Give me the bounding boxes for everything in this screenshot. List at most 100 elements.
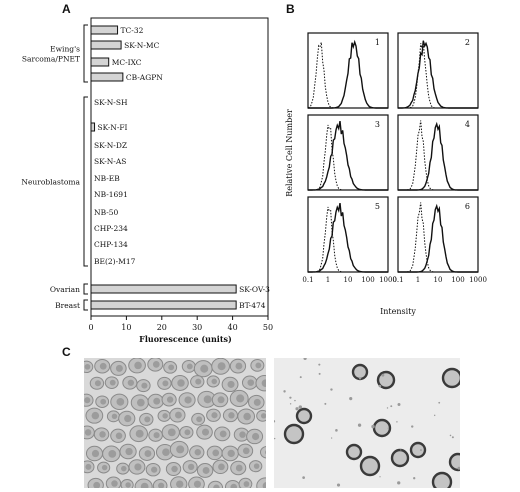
bar-label: MC-IXC bbox=[112, 58, 142, 67]
panel-number: 1 bbox=[375, 38, 380, 47]
plot-frame bbox=[90, 17, 269, 317]
cell-nucleus bbox=[253, 398, 261, 406]
x-axis-label: Fluorescence (units) bbox=[139, 334, 232, 344]
bar-label: SK-N-SH bbox=[94, 98, 128, 107]
cell-nucleus bbox=[84, 397, 91, 404]
cell-nucleus bbox=[116, 397, 125, 406]
bar-label: SK-N-MC bbox=[124, 41, 160, 50]
sample-curve bbox=[398, 121, 478, 191]
bar bbox=[90, 72, 124, 82]
debris bbox=[274, 437, 276, 440]
panel-label-a: A bbox=[62, 2, 71, 16]
cell-nucleus bbox=[115, 432, 123, 440]
histogram-panel bbox=[307, 114, 389, 191]
cell-nucleus bbox=[255, 362, 262, 369]
cell-nucleus bbox=[153, 432, 160, 439]
cell-nucleus bbox=[200, 364, 209, 373]
group-label: Breast bbox=[55, 301, 80, 310]
cell-nucleus bbox=[101, 464, 108, 471]
bar-label: NB-50 bbox=[94, 208, 119, 217]
cell-nucleus bbox=[151, 466, 158, 473]
cell-nucleus bbox=[162, 413, 168, 419]
cell-nucleus bbox=[168, 364, 175, 371]
cell-nucleus bbox=[99, 362, 107, 370]
cell-nucleus bbox=[219, 430, 227, 438]
x-axis-label: Intensity bbox=[380, 307, 416, 316]
bar-label: NB-EB bbox=[94, 174, 120, 183]
cell-nucleus bbox=[111, 480, 118, 487]
panel-number: 6 bbox=[465, 202, 470, 211]
cell-nucleus bbox=[93, 481, 101, 488]
cell-nucleus bbox=[217, 396, 225, 404]
stained-cell bbox=[448, 452, 460, 472]
cell-nucleus bbox=[193, 480, 202, 488]
cell-nucleus bbox=[99, 431, 106, 438]
cell-nucleus bbox=[141, 382, 148, 389]
bar-label: BE(2)-M17 bbox=[94, 257, 136, 266]
bar-label: BT-474 bbox=[239, 301, 266, 310]
bar-label: CB-AGPN bbox=[126, 73, 163, 82]
group-label: Sarcoma/PNET bbox=[22, 55, 80, 64]
cell-nucleus bbox=[91, 449, 100, 458]
cell-nucleus bbox=[177, 379, 185, 387]
debris bbox=[324, 402, 327, 405]
cell-nucleus bbox=[218, 463, 225, 471]
debris bbox=[358, 377, 362, 380]
cell-nucleus bbox=[242, 447, 250, 455]
micrograph-left bbox=[84, 358, 266, 488]
cell-nucleus bbox=[243, 481, 250, 487]
debris bbox=[335, 429, 338, 432]
cell-nucleus bbox=[195, 378, 202, 385]
cell bbox=[259, 446, 266, 459]
cell-nucleus bbox=[134, 361, 142, 370]
cell-nucleus bbox=[174, 411, 182, 419]
panel-label-c: C bbox=[62, 345, 71, 359]
bar-label: TC-32 bbox=[121, 26, 144, 35]
debris bbox=[330, 437, 333, 439]
group-bracket bbox=[83, 283, 88, 295]
group-label: Ovarian bbox=[50, 285, 80, 294]
debris bbox=[299, 376, 302, 379]
x-tick-label: 100 bbox=[361, 276, 374, 284]
cell-nucleus bbox=[261, 379, 266, 388]
cell-nucleus bbox=[166, 396, 174, 403]
panel-label-b: B bbox=[286, 2, 295, 16]
cell-nucleus bbox=[84, 363, 91, 370]
cell-nucleus bbox=[235, 464, 243, 472]
histogram-panel bbox=[397, 32, 479, 109]
cell-nucleus bbox=[158, 482, 165, 488]
cell bbox=[255, 375, 266, 392]
debris bbox=[387, 427, 389, 429]
sample-curve bbox=[308, 120, 388, 191]
bar-label: SK-OV-3 bbox=[239, 285, 270, 294]
stained-cell bbox=[351, 363, 369, 381]
bar bbox=[90, 122, 96, 132]
stained-cell bbox=[283, 423, 305, 445]
cell-nucleus bbox=[227, 449, 235, 458]
x-tick-label: 0.1 bbox=[302, 276, 313, 284]
cell-nucleus bbox=[260, 413, 266, 419]
debris bbox=[413, 477, 416, 480]
debris bbox=[420, 449, 422, 451]
x-tick-label: 1 bbox=[416, 276, 420, 284]
cell-nucleus bbox=[125, 447, 133, 456]
cell-nucleus bbox=[162, 448, 170, 456]
cell-nucleus bbox=[115, 364, 123, 372]
debris bbox=[449, 434, 452, 437]
cell-nucleus bbox=[124, 414, 132, 423]
cell-nucleus bbox=[196, 416, 203, 423]
cell-nucleus bbox=[227, 380, 235, 388]
y-axis-label: Relative Cell Number bbox=[285, 109, 294, 197]
debris bbox=[397, 402, 401, 406]
sample-curve bbox=[398, 40, 478, 109]
cell-nucleus bbox=[194, 449, 202, 456]
cell-nucleus bbox=[176, 445, 185, 454]
debris bbox=[303, 358, 307, 360]
x-tick-label: 100 bbox=[451, 276, 464, 284]
cell-nucleus bbox=[235, 362, 243, 370]
bar-label: SK-N-DZ bbox=[94, 141, 127, 150]
bar-label: CHP-234 bbox=[94, 224, 128, 233]
x-tick-label: 50 bbox=[263, 323, 273, 332]
panel-number: 5 bbox=[375, 202, 380, 211]
cell-nucleus bbox=[84, 429, 92, 436]
